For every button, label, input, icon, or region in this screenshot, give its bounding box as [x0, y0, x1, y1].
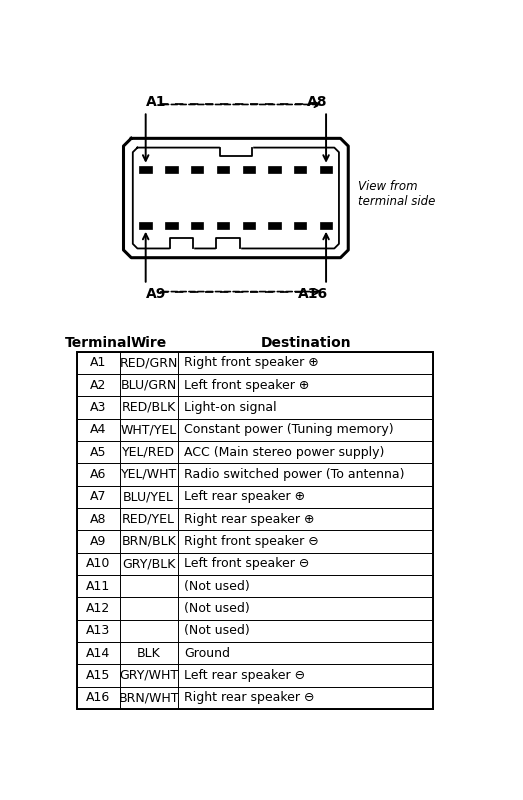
Text: A13: A13 — [86, 624, 110, 638]
Polygon shape — [123, 138, 348, 258]
Text: A7: A7 — [90, 490, 107, 503]
Bar — [191, 166, 203, 173]
Bar — [77, 486, 434, 508]
Text: BLK: BLK — [137, 646, 161, 659]
Text: A6: A6 — [90, 468, 107, 481]
Bar — [77, 598, 434, 620]
Text: Left front speaker ⊕: Left front speaker ⊕ — [184, 378, 309, 392]
Text: A3: A3 — [90, 401, 107, 414]
Text: A12: A12 — [86, 602, 110, 615]
Text: BRN/WHT: BRN/WHT — [118, 691, 179, 704]
Text: BRN/BLK: BRN/BLK — [121, 535, 176, 548]
Bar — [77, 619, 434, 642]
Bar — [140, 166, 152, 173]
Bar — [77, 686, 434, 709]
Bar — [77, 664, 434, 686]
Text: Wire: Wire — [131, 336, 167, 350]
Text: RED/BLK: RED/BLK — [121, 401, 176, 414]
Bar — [320, 222, 332, 229]
Text: Right rear speaker ⊖: Right rear speaker ⊖ — [184, 691, 314, 704]
Text: Ground: Ground — [184, 646, 230, 659]
Text: Right rear speaker ⊕: Right rear speaker ⊕ — [184, 513, 314, 526]
Text: ACC (Main stereo power supply): ACC (Main stereo power supply) — [184, 446, 384, 458]
Text: GRY/WHT: GRY/WHT — [119, 669, 178, 682]
Bar — [77, 374, 434, 396]
Bar — [268, 166, 281, 173]
Text: Left front speaker ⊖: Left front speaker ⊖ — [184, 558, 309, 570]
Text: A4: A4 — [90, 423, 107, 436]
Text: Left rear speaker ⊖: Left rear speaker ⊖ — [184, 669, 305, 682]
Text: A9: A9 — [146, 287, 166, 301]
Text: Terminal: Terminal — [65, 336, 132, 350]
Bar — [165, 166, 178, 173]
Bar — [77, 508, 434, 530]
Text: (Not used): (Not used) — [184, 602, 249, 615]
Bar — [217, 222, 229, 229]
Bar — [77, 575, 434, 598]
Bar — [294, 166, 306, 173]
Bar — [243, 222, 255, 229]
Text: YEL/WHT: YEL/WHT — [121, 468, 177, 481]
Text: YEL/RED: YEL/RED — [122, 446, 175, 458]
Bar — [77, 530, 434, 553]
Polygon shape — [170, 238, 194, 250]
Text: Destination: Destination — [260, 336, 351, 350]
Bar — [268, 222, 281, 229]
Bar — [165, 222, 178, 229]
Bar — [77, 441, 434, 463]
Text: A5: A5 — [90, 446, 107, 458]
Text: A15: A15 — [86, 669, 110, 682]
Bar — [77, 418, 434, 441]
Text: WHT/YEL: WHT/YEL — [121, 423, 177, 436]
Text: A8: A8 — [307, 95, 327, 109]
Text: (Not used): (Not used) — [184, 580, 249, 593]
Bar — [77, 352, 434, 709]
Text: Left rear speaker ⊕: Left rear speaker ⊕ — [184, 490, 305, 503]
Text: BLU/YEL: BLU/YEL — [123, 490, 174, 503]
Bar — [140, 222, 152, 229]
Bar — [77, 352, 434, 374]
Bar — [217, 166, 229, 173]
Text: GRY/BLK: GRY/BLK — [122, 558, 175, 570]
Text: (Not used): (Not used) — [184, 624, 249, 638]
Bar — [77, 463, 434, 486]
Bar — [77, 553, 434, 575]
Text: A8: A8 — [90, 513, 107, 526]
Text: RED/GRN: RED/GRN — [119, 356, 178, 370]
Text: Radio switched power (To antenna): Radio switched power (To antenna) — [184, 468, 404, 481]
Text: RED/YEL: RED/YEL — [122, 513, 175, 526]
Polygon shape — [220, 146, 252, 156]
Bar — [294, 222, 306, 229]
Bar — [191, 222, 203, 229]
Text: A14: A14 — [86, 646, 110, 659]
Polygon shape — [133, 147, 339, 249]
Text: Light-on signal: Light-on signal — [184, 401, 277, 414]
Text: A16: A16 — [298, 287, 327, 301]
Text: A16: A16 — [86, 691, 110, 704]
Text: A1: A1 — [90, 356, 107, 370]
Text: A10: A10 — [86, 558, 110, 570]
Text: BLU/GRN: BLU/GRN — [121, 378, 177, 392]
Text: Right front speaker ⊕: Right front speaker ⊕ — [184, 356, 319, 370]
Text: View from
terminal side: View from terminal side — [358, 180, 435, 208]
Text: A11: A11 — [86, 580, 110, 593]
Text: A9: A9 — [90, 535, 107, 548]
Polygon shape — [217, 238, 240, 250]
Bar — [77, 396, 434, 418]
Bar — [243, 166, 255, 173]
Bar — [77, 642, 434, 664]
Text: Constant power (Tuning memory): Constant power (Tuning memory) — [184, 423, 394, 436]
Text: A1: A1 — [146, 95, 166, 109]
Text: Right front speaker ⊖: Right front speaker ⊖ — [184, 535, 319, 548]
Text: A2: A2 — [90, 378, 107, 392]
Bar — [320, 166, 332, 173]
